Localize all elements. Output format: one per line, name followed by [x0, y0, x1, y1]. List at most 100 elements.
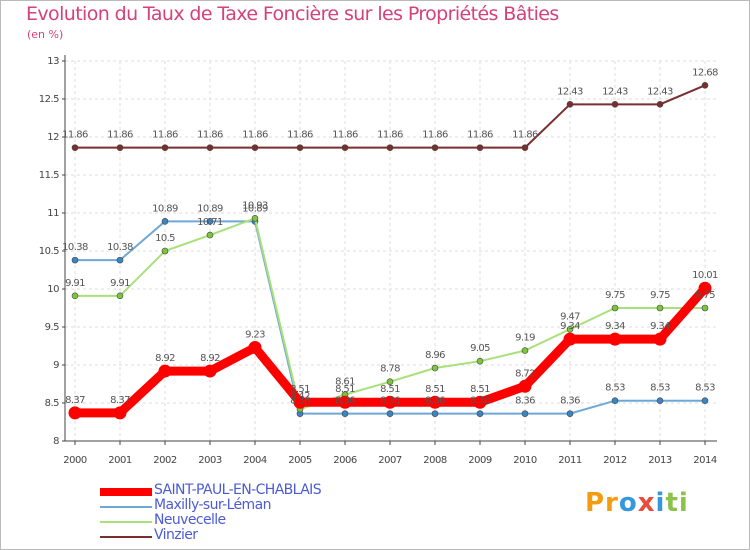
legend-swatch-vinzier: [100, 536, 152, 538]
x-tick-label: 2013: [648, 455, 672, 466]
data-point: [656, 304, 664, 312]
x-tick-label: 2003: [198, 455, 222, 466]
x-tick-label: 2010: [513, 455, 537, 466]
data-point: [701, 82, 709, 89]
data-label: 11.86: [107, 130, 133, 141]
data-point: [161, 247, 169, 255]
data-point: [476, 144, 484, 151]
data-point: [428, 395, 442, 409]
x-tick-label: 2007: [378, 455, 402, 466]
data-point: [206, 231, 214, 239]
data-point: [701, 304, 709, 312]
logo-part: ti: [665, 488, 689, 518]
x-tick-label: 2012: [603, 455, 627, 466]
x-tick-label: 2008: [423, 455, 447, 466]
data-label: 8.51: [470, 384, 490, 395]
data-label: 9.91: [65, 278, 85, 289]
x-tick-label: 2002: [153, 455, 177, 466]
data-label: 11.86: [377, 130, 403, 141]
x-tick-label: 2005: [288, 455, 312, 466]
data-point: [206, 144, 214, 151]
data-label: 8.92: [155, 353, 175, 364]
data-label: 8.78: [380, 364, 400, 375]
data-label: 8.36: [425, 396, 445, 407]
data-label: 8.36: [335, 396, 355, 407]
data-point: [71, 292, 79, 300]
data-label: 8.51: [425, 384, 445, 395]
data-point: [158, 364, 172, 378]
x-tick-label: 2011: [558, 455, 582, 466]
data-label: 12.43: [647, 86, 673, 97]
data-label: 12.68: [692, 67, 718, 78]
data-point: [116, 256, 124, 264]
data-label: 10.89: [197, 203, 223, 214]
data-label: 9.23: [245, 330, 265, 341]
data-point: [341, 144, 349, 151]
data-label: 10.93: [242, 200, 268, 211]
data-point: [431, 410, 439, 417]
data-label: 11.86: [242, 130, 268, 141]
data-label: 8.36: [470, 396, 490, 407]
data-label: 8.51: [335, 384, 355, 395]
data-point: [116, 144, 124, 151]
data-label: 8.36: [380, 396, 400, 407]
data-point: [521, 410, 529, 417]
data-point: [566, 101, 574, 108]
data-label: 10.89: [242, 203, 268, 214]
data-label: 8.36: [290, 396, 310, 407]
y-tick-label: 9.5: [45, 322, 60, 333]
data-label: 8.37: [65, 395, 85, 406]
data-point: [161, 144, 169, 151]
y-tick-label: 10: [47, 284, 59, 295]
logo-part: i: [655, 488, 666, 518]
proxiti-logo: Proxiti: [585, 488, 689, 518]
data-point: [386, 144, 394, 151]
y-tick-label: 12: [47, 132, 59, 143]
data-point: [656, 101, 664, 108]
data-label: 11.86: [287, 130, 313, 141]
y-tick-label: 13: [47, 56, 59, 67]
data-label: 9.75: [605, 290, 625, 301]
data-point: [653, 332, 667, 346]
data-point: [521, 144, 529, 151]
data-point: [518, 379, 532, 393]
y-tick-label: 11: [47, 208, 59, 219]
legend-swatch-maxilly: [100, 506, 152, 508]
chart-title: Evolution du Taux de Taxe Foncière sur l…: [26, 3, 559, 25]
data-label: 10.38: [107, 242, 133, 253]
data-label: 8.53: [695, 383, 715, 394]
data-label: 11.86: [467, 130, 493, 141]
data-label: 11.86: [332, 130, 358, 141]
y-tick-label: 9: [53, 360, 59, 371]
data-label: 8.53: [650, 383, 670, 394]
data-label: 12.43: [557, 86, 583, 97]
logo-part: x: [637, 488, 656, 518]
data-point: [563, 332, 577, 346]
data-label: 9.34: [560, 321, 580, 332]
data-label: 9.34: [605, 321, 625, 332]
data-point: [611, 101, 619, 108]
data-label: 11.86: [62, 130, 88, 141]
y-tick-label: 11.5: [39, 170, 59, 181]
y-tick-label: 8.5: [45, 398, 60, 409]
data-label: 11.86: [422, 130, 448, 141]
data-label: 9.75: [695, 290, 715, 301]
y-tick-label: 12.5: [39, 94, 59, 105]
y-tick-label: 8: [53, 436, 59, 447]
data-label: 9.75: [650, 290, 670, 301]
data-point: [698, 281, 712, 295]
x-tick-label: 2000: [63, 455, 87, 466]
data-label: 8.72: [515, 368, 535, 379]
data-point: [293, 395, 307, 409]
data-label: 9.91: [110, 278, 130, 289]
data-point: [566, 410, 574, 417]
data-point: [476, 357, 484, 365]
data-label: 8.51: [290, 384, 310, 395]
data-point: [338, 395, 352, 409]
data-label: 12.43: [602, 86, 628, 97]
data-point: [566, 325, 574, 333]
data-point: [113, 406, 127, 420]
data-point: [68, 406, 82, 420]
